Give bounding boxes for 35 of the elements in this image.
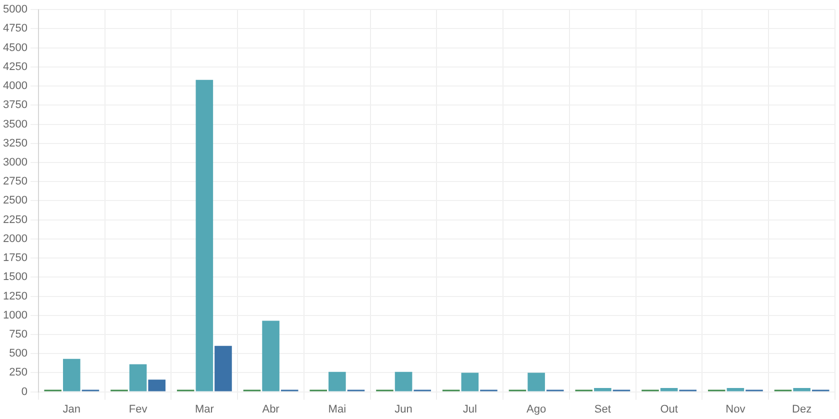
x-tick-label: Mar xyxy=(194,403,214,416)
x-tick-label: Jul xyxy=(462,403,477,416)
bar xyxy=(196,80,214,392)
y-tick-label: 250 xyxy=(9,366,28,379)
y-tick-label: 4000 xyxy=(2,80,28,92)
y-tick-label: 3000 xyxy=(2,156,28,169)
y-tick-label: 500 xyxy=(9,348,28,360)
y-tick-label: 1750 xyxy=(2,252,28,264)
x-tick-label: Nov xyxy=(726,403,746,416)
y-tick-label: 2750 xyxy=(2,176,28,188)
x-tick-label: Out xyxy=(660,403,678,416)
y-tick-label: 750 xyxy=(9,328,28,340)
y-tick-label: 1500 xyxy=(2,271,28,284)
y-tick-label: 4250 xyxy=(2,60,28,73)
y-tick-label: 3250 xyxy=(2,137,28,150)
y-tick-label: 2000 xyxy=(2,232,28,245)
y-tick-label: 4750 xyxy=(2,22,28,35)
bar xyxy=(214,346,232,392)
y-tick-label: 2250 xyxy=(2,214,28,226)
y-tick-label: 0 xyxy=(21,386,28,398)
x-tick-label: Mai xyxy=(328,403,346,416)
x-tick-label: Jan xyxy=(62,403,81,416)
x-tick-label: Set xyxy=(594,403,611,416)
y-tick-label: 2500 xyxy=(2,194,28,207)
x-tick-label: Fev xyxy=(128,403,148,416)
y-tick-label: 3750 xyxy=(2,99,28,112)
y-tick-label: 1250 xyxy=(2,290,28,302)
y-tick-label: 3500 xyxy=(2,118,28,130)
y-tick-label: 4500 xyxy=(2,42,28,54)
y-tick-label: 5000 xyxy=(2,4,28,16)
x-tick-label: Jun xyxy=(394,403,412,416)
x-tick-label: Ago xyxy=(526,403,546,416)
y-tick-label: 1000 xyxy=(2,309,28,322)
x-tick-label: Dez xyxy=(792,403,812,416)
x-tick-label: Abr xyxy=(262,403,280,416)
